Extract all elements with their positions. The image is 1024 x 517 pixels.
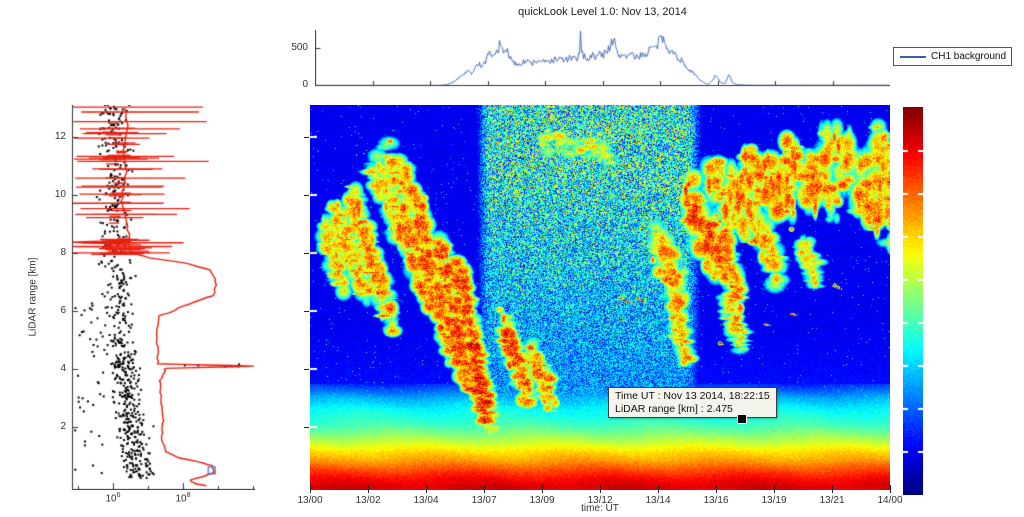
lidar-range-time-heatmap[interactable] bbox=[310, 105, 890, 490]
left-ytick: 2 bbox=[60, 421, 66, 432]
datatip-range: LiDAR range [km] : 2.475 bbox=[615, 402, 733, 415]
left-xtick: 106 bbox=[105, 492, 121, 505]
heatmap-xtick-mark bbox=[484, 485, 485, 493]
left-xtick: 108 bbox=[175, 492, 191, 505]
legend-line-sample bbox=[900, 55, 926, 58]
left-ytick: 10 bbox=[54, 189, 66, 200]
y-axis-label: LiDAR range [km] bbox=[27, 257, 39, 337]
left-ytick: 6 bbox=[60, 305, 66, 316]
heatmap-ytick-mark bbox=[304, 311, 309, 312]
heatmap-xtick-mark bbox=[310, 485, 311, 493]
datatip[interactable]: Time UT : Nov 13 2014, 18:22:15 LiDAR ra… bbox=[608, 387, 777, 418]
heatmap-xtick-mark bbox=[890, 485, 891, 493]
colorbar bbox=[903, 107, 923, 495]
heatmap-xtick: 13/04 bbox=[413, 495, 439, 506]
left-ytick: 12 bbox=[54, 131, 66, 142]
heatmap-xtick: 13/07 bbox=[471, 495, 497, 506]
heatmap-xtick-mark bbox=[426, 485, 427, 493]
heatmap-ytick-mark bbox=[304, 137, 309, 138]
heatmap-xtick-mark bbox=[542, 485, 543, 493]
heatmap-ytick-mark bbox=[304, 369, 309, 370]
heatmap-xtick: 13/00 bbox=[297, 495, 323, 506]
heatmap-xtick-mark bbox=[368, 485, 369, 493]
heatmap-ytick-mark bbox=[304, 195, 309, 196]
legend[interactable]: CH1 background bbox=[893, 47, 1012, 66]
heatmap-ytick-mark bbox=[304, 253, 309, 254]
heatmap-xtick: 13/02 bbox=[355, 495, 381, 506]
heatmap-xtick-mark bbox=[716, 485, 717, 493]
left-ytick: 8 bbox=[60, 247, 66, 258]
datatip-marker[interactable] bbox=[737, 414, 747, 424]
figure-title: quickLook Level 1.0: Nov 13, 2014 bbox=[518, 6, 687, 18]
heatmap-xtick-mark bbox=[774, 485, 775, 493]
heatmap-xtick-mark bbox=[600, 485, 601, 493]
profile-scatter-chart bbox=[70, 105, 255, 490]
heatmap-xtick: 13/14 bbox=[645, 495, 671, 506]
heatmap-ytick-mark bbox=[304, 427, 309, 428]
heatmap-xtick: 13/19 bbox=[761, 495, 787, 506]
left-ytick: 4 bbox=[60, 363, 66, 374]
heatmap-xtick: 13/21 bbox=[819, 495, 845, 506]
heatmap-xtick-mark bbox=[658, 485, 659, 493]
heatmap-xtick: 14/00 bbox=[877, 495, 903, 506]
heatmap-xtick: 13/16 bbox=[703, 495, 729, 506]
datatip-time: Time UT : Nov 13 2014, 18:22:15 bbox=[615, 390, 770, 402]
x-axis-label: time: UT bbox=[581, 503, 619, 514]
heatmap-xtick: 13/12 bbox=[587, 495, 613, 506]
top-ytick-0: 0 bbox=[302, 79, 308, 90]
heatmap-xtick: 13/09 bbox=[529, 495, 555, 506]
background-line-chart bbox=[315, 30, 890, 88]
legend-label: CH1 background bbox=[931, 51, 1007, 62]
top-ytick-500: 500 bbox=[291, 42, 308, 53]
heatmap-xtick-mark bbox=[832, 485, 833, 493]
